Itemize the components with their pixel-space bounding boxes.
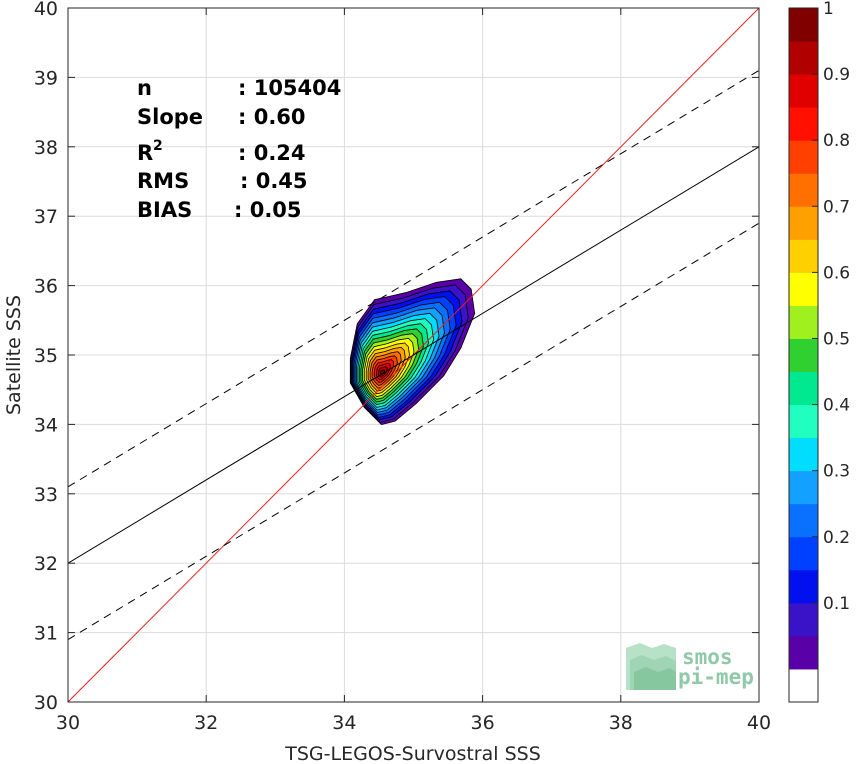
colorbar-frame	[788, 7, 819, 703]
y-tick-label: 30	[34, 692, 58, 714]
colorbar-tick-label: 0.7	[823, 197, 850, 217]
colorbar-swatch	[789, 536, 818, 571]
y-tick-label: 40	[34, 0, 58, 20]
colorbar-swatch	[789, 305, 818, 339]
stat-r2-label: R	[137, 141, 153, 165]
x-tick-label: 38	[609, 712, 633, 734]
colorbar-tick-label: 0.6	[823, 263, 850, 283]
stat-r2-value: : 0.24	[238, 141, 306, 165]
colorbar-swatch	[789, 74, 818, 108]
stat-n-label: n	[137, 76, 152, 100]
x-tick-label: 40	[747, 712, 771, 734]
y-tick-label: 39	[34, 67, 58, 89]
fit-upper-bound-line	[68, 70, 759, 488]
colorbar-swatch	[789, 437, 818, 472]
colorbar-swatch	[789, 371, 818, 406]
colorbar-tick-label: 0.5	[823, 329, 850, 349]
x-axis-ticks: 30 32 34 36 38 40	[56, 8, 771, 734]
stat-rms-label: RMS	[137, 169, 189, 193]
colorbar-tick-label: 0.1	[823, 594, 850, 614]
stat-bias-value: : 0.05	[234, 198, 302, 222]
fit-line	[68, 146, 759, 564]
y-axis-label: Satellite SSS	[3, 295, 25, 415]
colorbar-swatch	[789, 206, 818, 240]
colorbar-tick-label: 0.3	[823, 462, 850, 482]
colorbar-tick-label: 0.4	[823, 396, 850, 416]
colorbar-swatch	[789, 404, 818, 439]
logo-text-line2: pi-mep	[678, 665, 754, 689]
logo-waves-icon	[626, 643, 676, 690]
y-tick-label: 33	[34, 484, 58, 506]
y-tick-label: 37	[34, 206, 58, 228]
x-tick-label: 32	[194, 712, 218, 734]
colorbar-tick-label: 0.8	[823, 131, 850, 151]
x-axis-label: TSG-LEGOS-Survostral SSS	[284, 743, 541, 764]
stat-slope-label: Slope	[137, 105, 203, 129]
stat-slope-value: : 0.60	[238, 105, 306, 129]
colorbar-swatch	[789, 239, 818, 273]
y-tick-label: 36	[34, 276, 58, 298]
colorbar-tick-label: 0.9	[823, 65, 850, 85]
y-tick-label: 35	[34, 345, 58, 367]
x-tick-label: 36	[471, 712, 495, 734]
x-tick-label: 30	[56, 712, 80, 734]
stat-rms-value: : 0.45	[240, 169, 308, 193]
colorbar-swatch	[789, 41, 818, 75]
colorbar-swatch	[789, 602, 818, 637]
colorbar-tick-label: 1	[823, 0, 834, 19]
x-tick-label: 34	[332, 712, 356, 734]
colorbar-swatch	[789, 272, 818, 306]
grid	[67, 7, 760, 703]
y-tick-label: 32	[34, 553, 58, 575]
colorbar-swatch	[789, 107, 818, 141]
colorbar-swatch	[789, 503, 818, 538]
y-tick-label: 38	[34, 137, 58, 159]
density-contours	[349, 278, 476, 425]
regression-lines	[68, 8, 759, 702]
fit-lower-bound-line	[68, 222, 759, 640]
colorbar-swatch	[789, 470, 818, 505]
colorbar-swatch	[789, 569, 818, 604]
colorbar: 0.1 0.2 0.3 0.4 0.5 0.6 0.7 0.8 0.9 1	[788, 0, 850, 703]
y-tick-label: 34	[34, 414, 58, 436]
stat-n-value: : 105404	[238, 76, 341, 100]
smos-pi-mep-logo: smos pi-mep	[626, 643, 754, 690]
colorbar-tick-label: 0.2	[823, 528, 850, 548]
colorbar-swatch	[789, 338, 818, 373]
stats-box: n : 105404 Slope : 0.60 R 2 : 0.24 RMS :…	[137, 76, 341, 222]
colorbar-swatch	[789, 635, 818, 670]
colorbar-swatch	[789, 8, 818, 42]
stat-r2-sup: 2	[153, 138, 163, 154]
y-axis-ticks: 30 31 32 33 34 35 36 37 38 39 40	[34, 0, 759, 714]
colorbar-swatch	[789, 668, 818, 703]
y-tick-label: 31	[34, 623, 58, 645]
stat-bias-label: BIAS	[137, 198, 192, 222]
colorbar-swatch	[789, 173, 818, 207]
colorbar-swatch	[789, 140, 818, 174]
logo-text-line1: smos	[682, 645, 733, 669]
